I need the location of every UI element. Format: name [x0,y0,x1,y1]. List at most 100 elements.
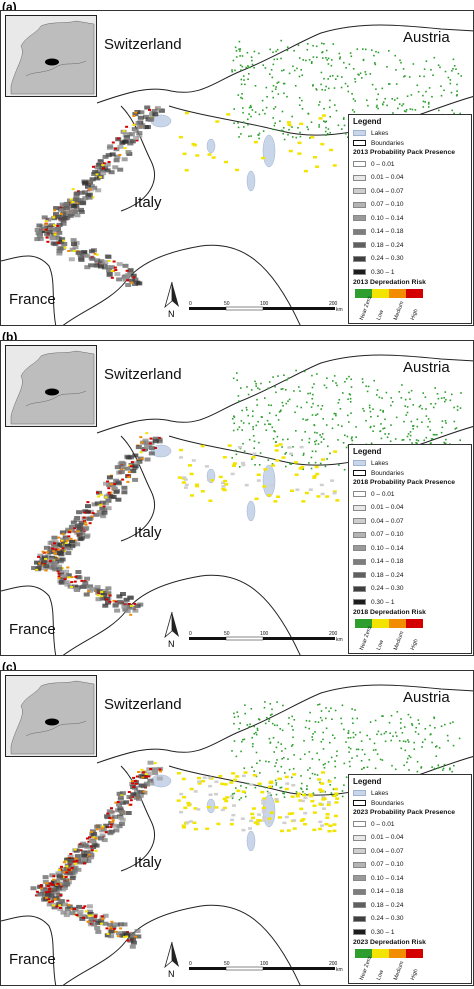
risk-cell-low [179,810,184,814]
presence-cell [106,268,113,273]
risk-cell-near-zero [277,770,279,773]
risk-cell-near-zero [265,429,268,431]
risk-cell [134,935,137,938]
risk-cell-near-zero [339,408,342,410]
risk-cell-low [269,483,274,487]
risk-cell-near-zero [314,773,316,776]
risk-cell-near-zero [396,97,399,100]
risk-cell [57,572,61,575]
risk-cell-low [322,807,326,810]
risk-cell-near-zero [269,48,271,51]
legend-row-class: 0.01 – 0.04 [353,504,404,512]
risk-cell-near-zero [406,406,409,408]
presence-cell [95,597,102,602]
risk-cell-near-zero [306,126,308,128]
risk-cell-near-zero [310,121,313,123]
presence-cell [117,795,124,800]
presence-cell [88,855,94,860]
presence-cell [100,171,107,176]
risk-cell-near-zero [325,717,327,720]
north-arrow-icon [164,611,179,639]
presence-cell [104,162,111,167]
risk-label: Medium [393,300,406,322]
risk-cell-near-zero [392,112,394,114]
risk-cell-near-zero [380,733,383,736]
risk-cell-near-zero [322,57,324,59]
presence-cell [121,490,128,495]
presence-cell [42,879,49,884]
risk-cell-near-zero [351,717,354,720]
risk-cell-near-zero [456,94,458,96]
presence-cell [96,167,103,172]
presence-cell [119,460,126,465]
risk-cell-low [318,803,323,806]
risk-cell-near-zero [238,466,241,468]
risk-cell-low [197,780,202,783]
risk-cell [48,560,52,563]
presence-cell [71,209,78,214]
risk-cell-near-zero [415,726,417,729]
risk-cell [86,501,90,504]
risk-cell-near-zero [334,104,336,106]
risk-cell-near-zero [320,441,323,443]
risk-cell [73,848,77,851]
risk-cell-near-zero [275,86,277,88]
risk-cell-near-zero [237,715,239,718]
risk-cell-near-zero [232,429,235,432]
risk-cell-near-zero [346,435,349,438]
risk-cell-near-zero [377,51,380,54]
scale-bar-graphic [189,966,335,971]
presence-cell [44,226,51,230]
risk-cell-near-zero [323,120,325,122]
risk-swatch-medium [389,949,406,958]
risk-cell-near-zero [327,445,329,448]
risk-cell-near-zero [351,109,354,111]
presence-cell [56,248,63,253]
risk-cell-near-zero [350,378,352,381]
risk-cell-near-zero [320,83,322,86]
risk-cell-low [316,495,321,498]
risk-cell [140,441,144,444]
risk-cell-near-zero [341,790,344,792]
legend-title: Legend [353,447,382,456]
risk-cell [88,836,91,839]
presence-cell [94,501,101,506]
risk-cell-low [261,810,266,814]
risk-cell-near-zero [366,734,368,737]
risk-cell-near-zero [422,94,424,97]
risk-cell-low [262,816,267,819]
risk-cell-near-zero [365,73,367,76]
risk-cell [137,771,141,773]
map-canvas [1,354,473,655]
presence-cell [117,144,124,149]
risk-cell-near-zero [240,96,242,99]
country-label-austria: Austria [403,29,450,46]
risk-cell-near-zero [325,424,328,426]
risk-cell [52,878,56,881]
legend-row-class: 0.14 – 0.18 [353,228,404,236]
risk-cell-near-zero [238,798,241,801]
risk-cell-near-zero [343,124,346,127]
risk-cell-near-zero [231,70,233,73]
risk-cell-near-zero [351,93,353,95]
risk-cell-near-zero [402,740,405,742]
risk-cell [127,791,131,793]
risk-cell [125,935,129,938]
risk-cell-low [257,813,262,816]
risk-cell-near-zero [291,725,293,728]
presence-cell [82,181,89,186]
risk-cell [45,551,49,554]
risk-cell [92,165,95,168]
risk-cell-near-zero [316,752,318,755]
presence-cell [88,853,95,858]
risk-cell-near-zero [429,733,432,736]
risk-cell [139,451,143,454]
risk-cell-near-zero [373,742,376,745]
risk-cell-near-zero [395,69,397,71]
risk-cell [56,224,60,227]
presence-cell [53,896,60,901]
presence-cell [40,889,47,894]
presence-cell [133,461,140,466]
risk-cell-near-zero [231,418,234,420]
risk-cell-near-zero [332,43,335,45]
